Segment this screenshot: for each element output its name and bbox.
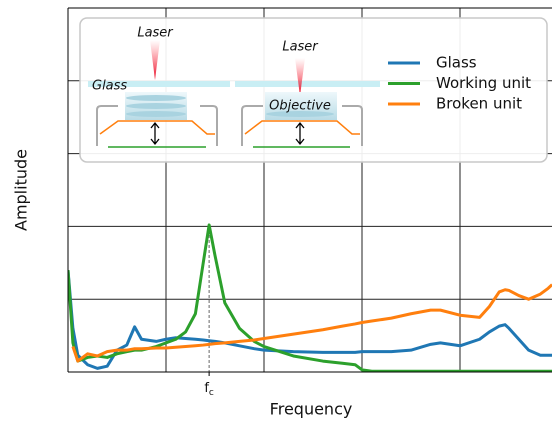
legend-label: Glass (436, 54, 477, 72)
y-axis-label: Amplitude (12, 149, 31, 231)
inset-label: Laser (282, 40, 319, 55)
inset-label: Objective (269, 99, 331, 114)
inset-label: Glass (92, 79, 127, 94)
series-line (68, 270, 552, 368)
tick-label-subscript: c (209, 388, 214, 398)
lens-element (126, 103, 186, 109)
x-tick-label: fc (204, 381, 214, 398)
lens-element (126, 111, 186, 117)
legend-label: Broken unit (436, 95, 522, 113)
glass-slab (235, 81, 380, 87)
series-line (73, 285, 552, 361)
lens-element (126, 95, 186, 101)
chart: Amplitude Frequency Laser Glass (0, 0, 552, 421)
inset-label: Laser (137, 26, 174, 41)
legend-box: Laser Glass Laser Objective Glass Working… (80, 18, 547, 162)
x-axis-label: Frequency (270, 400, 353, 419)
legend-label: Working unit (436, 74, 531, 92)
